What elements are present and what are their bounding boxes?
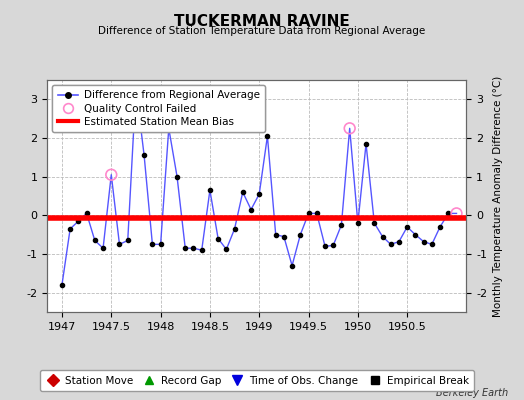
Point — [419, 238, 428, 245]
Text: Difference of Station Temperature Data from Regional Average: Difference of Station Temperature Data f… — [99, 26, 425, 36]
Text: TUCKERMAN RAVINE: TUCKERMAN RAVINE — [174, 14, 350, 29]
Point — [206, 187, 214, 194]
Point — [198, 247, 206, 253]
Point — [329, 242, 337, 249]
Point — [181, 245, 190, 252]
Point — [222, 246, 231, 252]
Point — [403, 224, 411, 230]
Point — [312, 210, 321, 217]
Point — [452, 210, 461, 217]
Point — [288, 262, 296, 269]
Point — [255, 191, 264, 197]
Point — [91, 237, 99, 244]
Point — [156, 241, 165, 248]
Point — [387, 241, 395, 248]
Point — [370, 220, 378, 226]
Point — [280, 234, 288, 240]
Point — [58, 282, 66, 288]
Point — [296, 232, 304, 238]
Point — [354, 220, 362, 226]
Point — [189, 245, 198, 252]
Point — [271, 232, 280, 238]
Point — [124, 237, 132, 244]
Point — [132, 84, 140, 91]
Point — [345, 125, 354, 132]
Point — [107, 172, 115, 178]
Point — [378, 234, 387, 240]
Point — [173, 174, 181, 180]
Point — [214, 235, 222, 242]
Legend: Station Move, Record Gap, Time of Obs. Change, Empirical Break: Station Move, Record Gap, Time of Obs. C… — [40, 370, 474, 391]
Point — [140, 152, 148, 158]
Point — [247, 206, 255, 213]
Point — [337, 222, 346, 228]
Point — [115, 241, 124, 248]
Legend: Difference from Regional Average, Quality Control Failed, Estimated Station Mean: Difference from Regional Average, Qualit… — [52, 85, 265, 132]
Point — [411, 232, 420, 238]
Point — [436, 224, 444, 230]
Point — [321, 243, 329, 250]
Point — [304, 210, 313, 217]
Point — [395, 238, 403, 245]
Point — [428, 241, 436, 248]
Point — [74, 218, 83, 224]
Text: Berkeley Earth: Berkeley Earth — [436, 388, 508, 398]
Point — [66, 226, 74, 232]
Point — [238, 189, 247, 195]
Point — [99, 245, 107, 252]
Point — [263, 133, 271, 139]
Point — [82, 210, 91, 217]
Y-axis label: Monthly Temperature Anomaly Difference (°C): Monthly Temperature Anomaly Difference (… — [493, 75, 503, 317]
Point — [231, 226, 239, 232]
Point — [148, 241, 157, 248]
Point — [362, 141, 370, 147]
Point — [444, 210, 453, 217]
Point — [165, 125, 173, 132]
